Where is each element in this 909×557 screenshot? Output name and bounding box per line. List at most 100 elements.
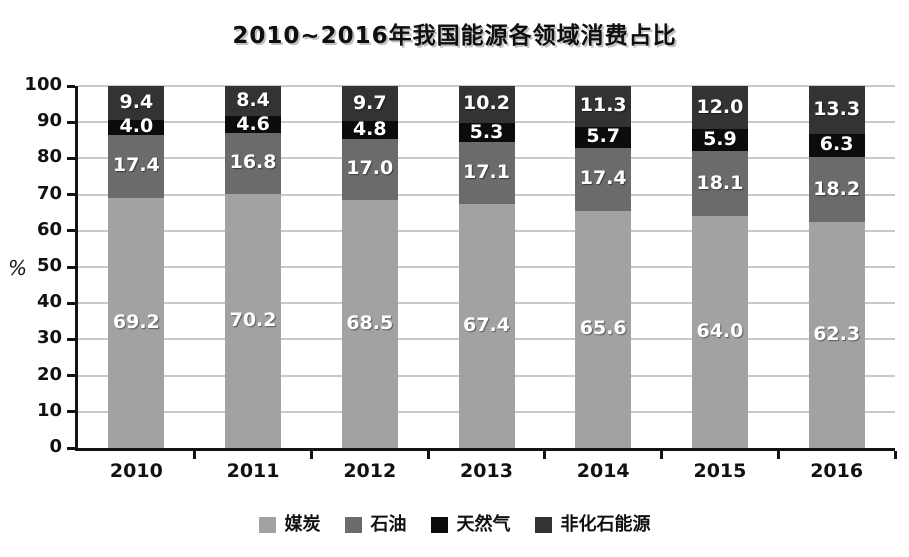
legend-label: 石油 [370,514,407,535]
y-tick-label: 60 [36,218,62,240]
bar-segment [691,129,748,151]
y-axis-tick [67,301,75,305]
bar-segment [225,133,282,194]
bar-segment [458,122,515,143]
bar-segment [108,86,165,121]
chart-title: 2010~2016年我国能源各领域消费占比 [232,23,677,49]
x-axis-tick [776,451,780,459]
bar-segment [225,193,282,448]
bar-value-label: 4.8 [352,117,387,140]
bar-value-label: 16.8 [229,151,277,174]
bar-value-label: 5.9 [703,128,737,151]
bar-segment [808,222,865,448]
bar-value-label: 11.3 [579,94,627,117]
x-category-label: 2016 [810,460,864,482]
legend-label: 非化石能源 [560,514,651,535]
bar-segment [691,216,748,448]
legend-swatch [344,517,362,533]
bar-segment [691,86,748,130]
bar-value-label: 8.4 [236,89,270,112]
x-category-label: 2014 [576,460,630,482]
y-tick-label: 10 [36,399,62,421]
bar-segment [575,210,632,448]
bar-value-label: 9.7 [352,91,387,114]
bar-value-label: 65.6 [579,317,627,340]
x-axis-tick [543,451,547,459]
legend: 媒炭 石油 天然气 非化石能源 [0,516,909,534]
legend-item: 石油 [344,514,407,535]
bar-value-label: 4.6 [236,112,270,135]
y-tick-label: 80 [36,146,62,168]
legend-item: 媒炭 [258,514,321,535]
legend-label: 媒炭 [284,514,321,535]
x-category-label: 2015 [693,460,747,482]
bar-group-2016: 62.3 18.2 6.3 13.3 [808,85,865,448]
y-tick-label: 20 [36,363,62,385]
bar-value-label: 12.0 [696,95,744,118]
bar-value-label: 5.7 [586,125,621,148]
bar-segment [691,150,748,217]
x-axis-tick [426,451,430,459]
y-axis-tick [67,374,75,378]
bar-value-label: 6.3 [819,133,854,156]
bar-value-label: 5.3 [469,120,504,143]
y-tick-label: 40 [36,291,62,313]
y-axis-tick [67,229,75,233]
y-axis-tick [67,84,75,88]
y-axis-tick [67,120,75,124]
bar-segment [108,134,165,198]
legend-label: 天然气 [456,514,511,535]
x-category-label: 2011 [226,460,280,482]
bar-segment [108,197,165,448]
bar-segment [808,156,865,223]
y-tick-label: 100 [24,74,62,95]
plot-area: 0 10 20 30 40 50 60 70 80 90 100 69.2 17.4 4.0 9.4 2010… [24,76,897,481]
bar-group-2010: 69.2 17.4 4.0 9.4 [108,86,165,448]
bar-segment [341,138,398,201]
bar-segment [341,200,398,448]
bar-value-label: 4.0 [119,115,154,138]
y-tick-label: 70 [36,182,62,204]
y-tick-label: 90 [36,110,62,132]
bar-segment [458,204,515,448]
bar-segment [108,120,165,135]
bar-value-label: 17.4 [112,154,160,177]
legend-swatch [430,517,448,533]
y-tick-label: 30 [36,327,62,349]
bar-segment [808,133,865,157]
x-category-label: 2010 [109,460,163,482]
x-axis-tick [893,451,897,459]
bar-value-label: 70.2 [229,308,277,331]
bar-group-2012: 68.5 17.0 4.8 9.7 [341,86,398,448]
legend-item: 天然气 [430,514,511,535]
bar-segment [575,86,632,127]
x-axis-tick [660,451,664,459]
x-axis-tick [309,451,313,459]
y-axis-tick [67,337,75,341]
bar-group-2015: 64.0 18.1 5.9 12.0 [691,86,748,448]
y-axis-tick [67,410,75,414]
bar-value-label: 68.5 [346,312,394,335]
x-axis-tick [193,451,197,459]
bar-value-label: 10.2 [463,92,510,115]
bar-segment [458,86,515,123]
bar-value-label: 62.3 [813,323,861,346]
bar-segment [575,147,632,211]
y-axis-tick [67,193,75,197]
y-tick-label: 0 [49,436,62,457]
bar-group-2011: 70.2 16.8 4.6 8.4 [225,86,282,448]
bar-segment [225,116,282,134]
bar-segment [575,126,632,148]
bar-segment [225,86,282,117]
legend-swatch [534,517,552,533]
bar-value-label: 67.4 [463,314,510,337]
y-axis-tick [67,446,75,450]
x-category-label: 2013 [460,460,513,482]
bar-value-label: 17.1 [463,161,510,184]
y-tick-label: 50 [36,255,62,276]
bar-value-label: 64.0 [696,320,744,343]
bar-segment [341,121,398,139]
bar-segment [458,142,515,205]
y-axis-label: % [8,256,28,280]
